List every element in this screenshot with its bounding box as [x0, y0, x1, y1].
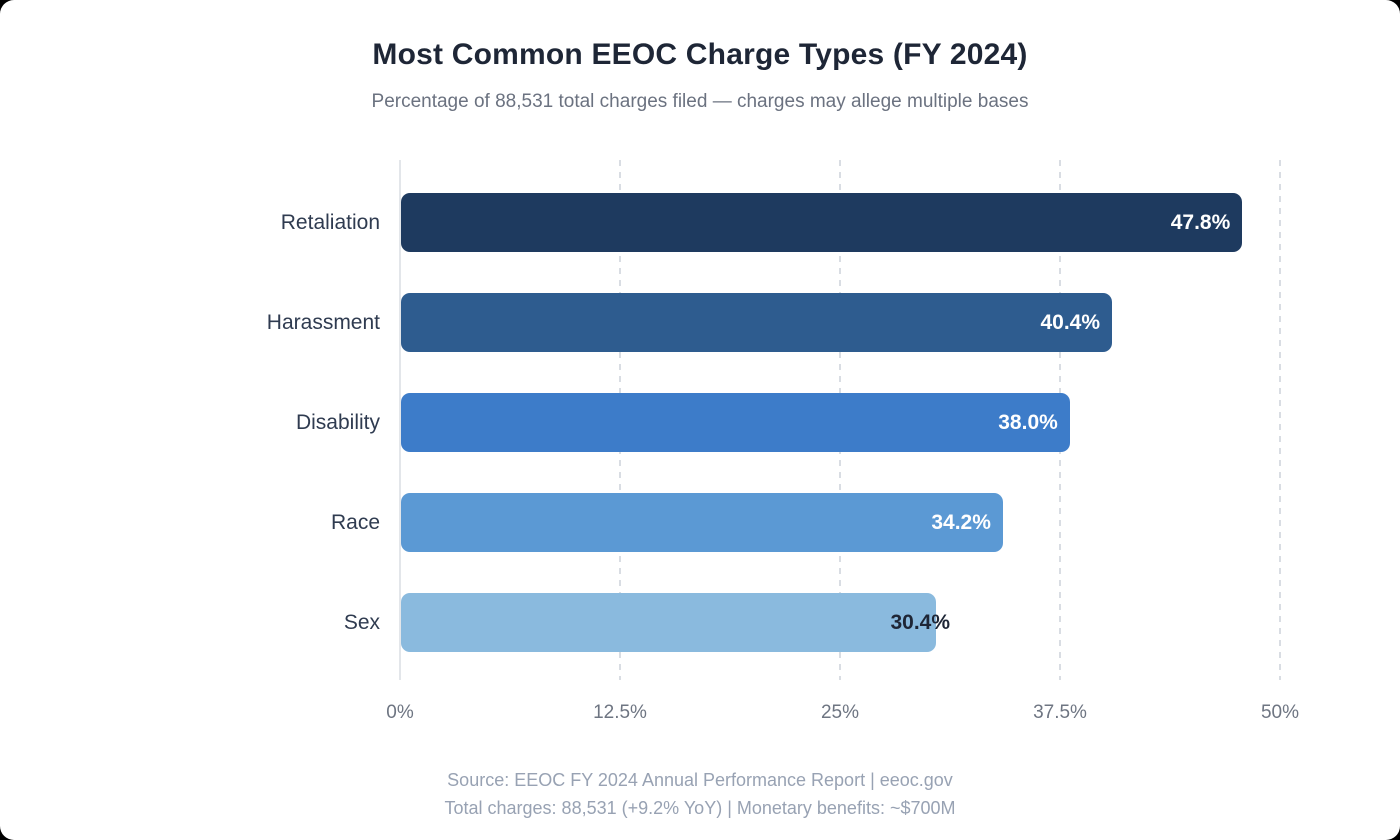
category-label-race: Race	[330, 510, 380, 534]
x-tick-label-0%: 0%	[386, 702, 414, 723]
x-tick-label-37.5%: 37.5%	[1033, 702, 1087, 723]
source-line: Source: EEOC FY 2024 Annual Performance …	[447, 770, 953, 790]
gridline-50%	[1279, 160, 1281, 680]
bar-harassment: 40.4%	[401, 293, 1113, 352]
chart-footer: Source: EEOC FY 2024 Annual Performance …	[0, 766, 1400, 822]
bar-retaliation: 47.8%	[401, 193, 1243, 252]
category-label-harassment: Harassment	[266, 310, 380, 334]
bar-value-label-sex: 30.4%	[890, 610, 951, 634]
bar-disability: 38.0%	[401, 393, 1070, 452]
stats-line: Total charges: 88,531 (+9.2% YoY) | Mone…	[444, 798, 956, 818]
plot-area: 47.8% 40.4% 38.0% 34.2% 30.4%	[399, 160, 1281, 680]
chart-title: Most Common EEOC Charge Types (FY 2024)	[372, 38, 1028, 71]
x-tick-label-50%: 50%	[1260, 702, 1300, 723]
bar-value-label-race: 34.2%	[931, 510, 991, 534]
bar-sex: 30.4%	[401, 593, 950, 652]
bar-value-label-harassment: 40.4%	[1040, 310, 1101, 334]
category-label-sex: Sex	[343, 610, 380, 634]
x-tick-label-12.5%: 12.5%	[593, 702, 647, 723]
x-axis: 0% 12.5% 25% 37.5% 50%	[386, 702, 1299, 728]
y-axis-line	[399, 160, 401, 680]
bar-value-label-disability: 38.0%	[998, 410, 1058, 434]
chart-subtitle: Percentage of 88,531 total charges filed…	[371, 91, 1029, 112]
category-label-retaliation: Retaliation	[280, 210, 380, 234]
bar-value-label-retaliation: 47.8%	[1170, 210, 1231, 234]
bar-race: 34.2%	[401, 493, 1003, 552]
x-tick-label-25%: 25%	[820, 702, 860, 723]
category-label-disability: Disability	[295, 410, 380, 434]
